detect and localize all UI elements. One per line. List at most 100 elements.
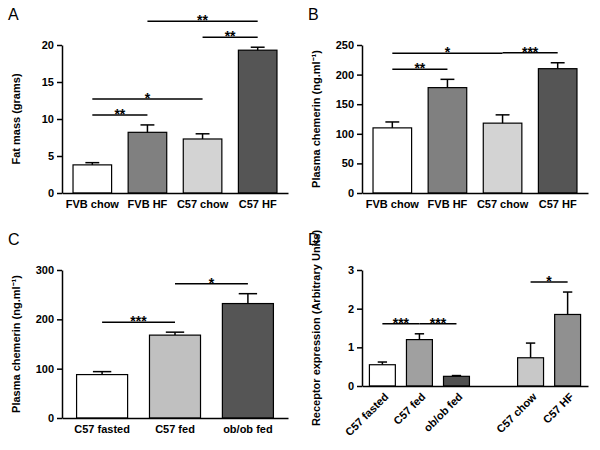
error-cap — [140, 124, 154, 126]
significance-label: ** — [114, 106, 125, 122]
significance-label: * — [145, 90, 151, 106]
x-tick-label: ob/ob fed — [421, 390, 464, 433]
error-cap — [239, 293, 257, 295]
y-tick-label: 150 — [336, 98, 354, 110]
y-tick-mark — [57, 368, 62, 370]
error-whisker — [247, 294, 249, 304]
x-tick-label: ob/ob fed — [223, 423, 273, 435]
y-tick-mark — [57, 319, 62, 321]
y-tick-label: 2 — [348, 303, 354, 315]
bar — [128, 132, 167, 193]
error-cap — [415, 333, 424, 335]
x-tick: C57 HF — [239, 193, 277, 210]
x-tick-label: C57 fed — [391, 390, 428, 427]
significance-label: *** — [130, 313, 147, 329]
bar — [149, 335, 200, 418]
x-tick-label: FVB HF — [128, 198, 168, 210]
x-axis: C57 fastedC57 fedob/ob fed C57 chowC57 HF — [343, 386, 589, 438]
y-tick-mark — [357, 45, 362, 47]
y-axis: 0 1 2 3 — [348, 264, 363, 392]
x-tick-label: C57 HF — [541, 390, 576, 425]
y-tick-label: 200 — [36, 313, 54, 325]
x-axis: FVB chowFVB HFC57 chowC57 HF — [63, 193, 289, 210]
figure: 05101520FVB chowFVB HFC57 chowC57 HFFat … — [0, 0, 600, 450]
bar — [428, 88, 467, 193]
error-bar — [378, 362, 387, 365]
y-tick: 100 — [336, 128, 362, 140]
error-bar — [196, 134, 210, 139]
y-tick: 10 — [42, 113, 62, 125]
bar — [444, 376, 470, 386]
y-tick: 1 — [348, 341, 362, 353]
y-tick-label: 5 — [48, 150, 54, 162]
y-axis-title: Fat mass (grams) — [10, 73, 22, 164]
error-bar — [251, 47, 265, 50]
y-tick-mark — [357, 347, 362, 349]
y-tick: 0 — [348, 187, 362, 199]
bar — [183, 139, 222, 193]
significance-label: * — [546, 273, 552, 289]
error-whisker — [530, 343, 532, 358]
bar — [483, 123, 522, 193]
panel: 05101520FVB chowFVB HFC57 chowC57 HFFat … — [10, 12, 289, 210]
y-tick-mark — [357, 386, 362, 388]
bar — [369, 365, 395, 386]
error-bar — [496, 115, 510, 123]
plot-area — [373, 63, 577, 193]
y-axis: 0 50 100 150 200 250 — [336, 39, 363, 199]
error-whisker — [502, 115, 504, 123]
x-tick: C57 fasted — [343, 386, 391, 438]
y-tick-label: 100 — [336, 128, 354, 140]
error-bar — [452, 375, 461, 377]
error-whisker — [557, 63, 559, 69]
significance-label: * — [209, 275, 215, 291]
x-tick-label: C57 HF — [239, 198, 277, 210]
x-tick: C57 fasted — [74, 418, 130, 435]
y-tick-label: 200 — [336, 69, 354, 81]
y-tick-mark — [357, 74, 362, 76]
bar — [77, 375, 128, 418]
y-tick-mark — [57, 270, 62, 272]
bar — [518, 358, 544, 386]
y-tick: 200 — [36, 313, 62, 325]
x-tick: C57 HF — [539, 193, 577, 210]
y-tick-mark — [357, 308, 362, 310]
y-tick-mark — [57, 193, 62, 195]
x-axis-line — [63, 418, 289, 420]
x-tick: C57 fed — [391, 386, 428, 427]
y-tick: 0 — [348, 380, 362, 392]
x-tick-label: C57 chow — [477, 198, 529, 210]
error-bar — [440, 79, 454, 87]
error-cap — [551, 62, 565, 64]
y-tick-label: 3 — [348, 264, 354, 276]
panel-label: A — [8, 6, 19, 23]
panel-label: B — [308, 6, 319, 23]
y-tick: 20 — [42, 39, 62, 51]
bar — [373, 128, 412, 193]
error-cap — [251, 46, 265, 48]
error-bar — [85, 163, 99, 165]
x-axis: FVB chowFVB HFC57 chowC57 HF — [363, 193, 589, 210]
x-tick-label: C57 chow — [494, 390, 539, 435]
y-tick-label: 250 — [336, 39, 354, 51]
significance-label: *** — [522, 44, 539, 60]
y-tick-label: 100 — [36, 363, 54, 375]
x-tick-label: C57 fed — [155, 423, 195, 435]
x-tick: C57 fed — [155, 418, 195, 435]
significance-label: *** — [393, 315, 410, 331]
y-axis-line — [362, 46, 364, 194]
y-tick-mark — [57, 45, 62, 47]
y-tick-label: 0 — [48, 412, 54, 424]
x-tick-label: FVB chow — [66, 198, 120, 210]
error-bar — [415, 334, 424, 340]
panel: 050100150200250FVB chowFVB HFC57 chowC57… — [310, 39, 589, 210]
x-tick: C57 chow — [477, 193, 529, 210]
x-tick: FVB chow — [66, 193, 120, 210]
y-tick-label: 1 — [348, 341, 354, 353]
y-tick-label: 50 — [342, 157, 354, 169]
plot-area — [73, 47, 277, 193]
x-axis-line — [63, 193, 289, 195]
error-cap — [452, 375, 461, 377]
y-tick-mark — [357, 163, 362, 165]
error-whisker — [419, 334, 421, 340]
